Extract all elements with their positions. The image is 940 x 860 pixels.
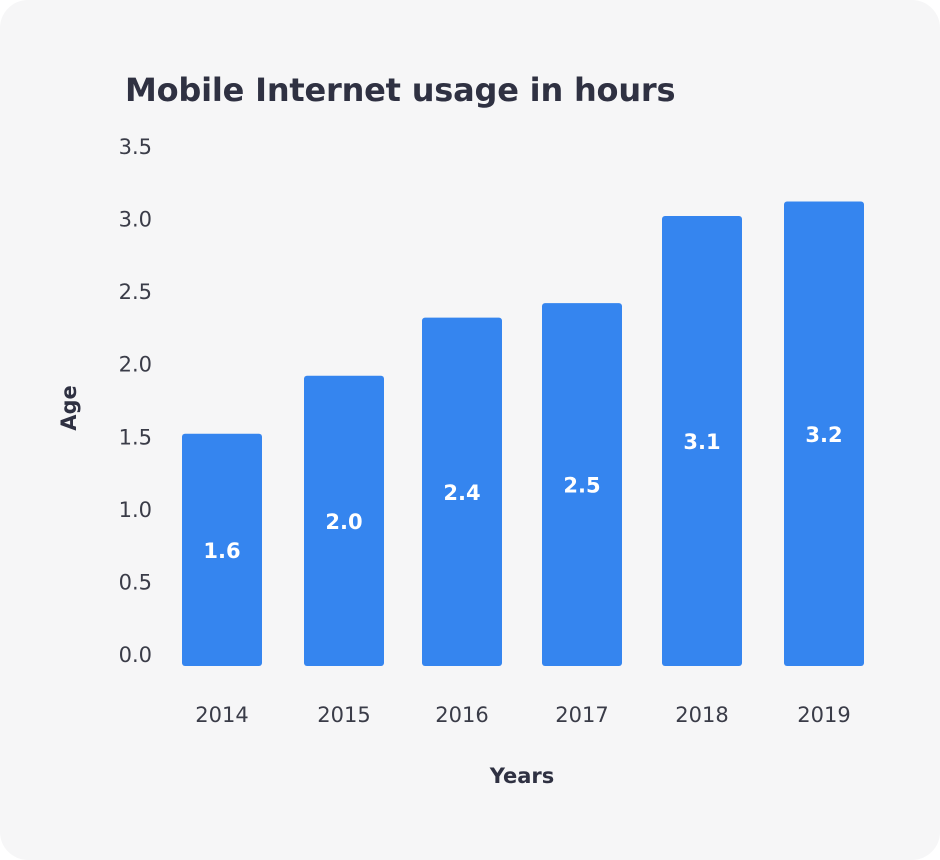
x-tick-label: 2015 — [317, 703, 370, 727]
x-tick-label: 2014 — [195, 703, 248, 727]
bar-value-label: 1.6 — [203, 539, 240, 563]
y-tick-label: 2.5 — [119, 280, 152, 304]
x-axis-label: Years — [489, 764, 555, 788]
y-tick-label: 0.0 — [119, 643, 152, 667]
y-axis-label: Age — [57, 385, 81, 431]
y-tick-label: 3.0 — [119, 208, 152, 232]
y-tick-label: 2.0 — [119, 353, 152, 377]
y-tick-label: 0.5 — [119, 570, 152, 594]
x-tick-label: 2018 — [675, 703, 728, 727]
bar — [784, 201, 864, 667]
x-tick-label: 2016 — [435, 703, 488, 727]
bar — [422, 317, 502, 666]
chart-title: Mobile Internet usage in hours — [125, 71, 676, 109]
bar-value-label: 2.4 — [443, 481, 480, 505]
bar-value-label: 3.2 — [805, 423, 842, 447]
y-tick-label: 3.5 — [119, 135, 152, 159]
bar — [542, 303, 622, 666]
x-tick-label: 2019 — [797, 703, 850, 727]
bar-value-labels: 1.6 2.0 2.4 2.5 3.1 3.2 — [203, 423, 842, 563]
bar — [304, 375, 384, 666]
bar — [662, 216, 742, 667]
bar-value-label: 3.1 — [683, 430, 720, 454]
y-tick-label: 1.5 — [119, 425, 152, 449]
bar-value-label: 2.5 — [563, 474, 600, 498]
y-axis-ticks: 0.0 0.5 1.0 1.5 2.0 2.5 3.0 3.5 — [119, 135, 152, 667]
bar — [182, 433, 262, 666]
bar-value-label: 2.0 — [325, 510, 362, 534]
bars — [182, 201, 864, 667]
x-tick-label: 2017 — [555, 703, 608, 727]
y-tick-label: 1.0 — [119, 498, 152, 522]
x-axis-ticks: 2014 2015 2016 2017 2018 2019 — [195, 703, 850, 727]
